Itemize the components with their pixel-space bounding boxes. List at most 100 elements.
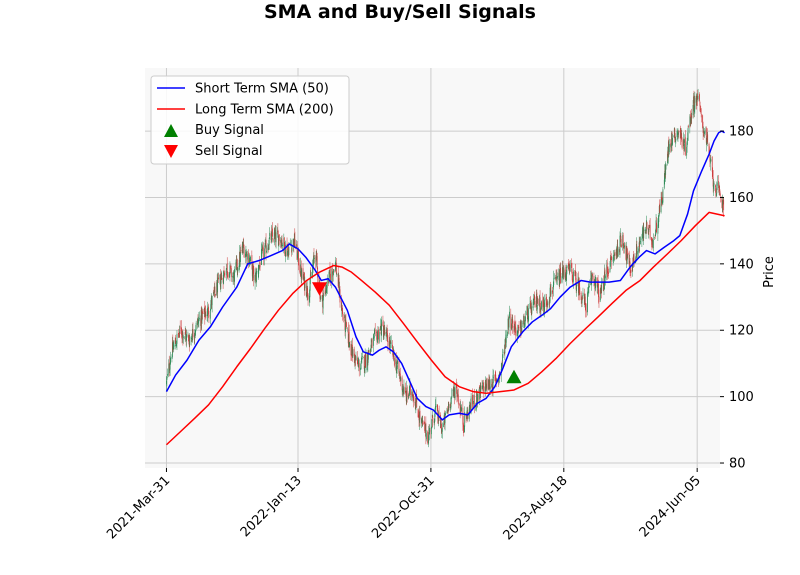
candle-body <box>293 233 295 248</box>
candle-body <box>715 193 717 195</box>
candle-body <box>454 390 456 398</box>
candle-body <box>437 420 439 422</box>
candle-body <box>256 271 258 272</box>
candle-body <box>187 335 189 337</box>
candle-body <box>593 276 595 282</box>
candle-body <box>704 131 705 134</box>
candle-body <box>182 331 183 336</box>
candle-body <box>217 278 219 293</box>
candle-body <box>657 220 659 226</box>
candle-body <box>543 306 545 313</box>
candle-body <box>299 274 301 276</box>
candle-body <box>620 244 622 248</box>
candle-body <box>611 261 613 262</box>
candle-body <box>555 276 557 281</box>
long-sma-line <box>165 211 725 446</box>
candle-body <box>435 404 437 408</box>
candle-body <box>470 406 472 412</box>
candle-body <box>326 287 328 289</box>
candle-body <box>204 313 206 316</box>
candle-body <box>607 271 609 273</box>
candle-body <box>625 246 627 261</box>
candle-body <box>310 272 312 276</box>
candle-body <box>181 334 183 337</box>
candle-body <box>303 274 305 280</box>
candle-body <box>365 353 366 368</box>
candle-body <box>567 263 569 267</box>
candle-body <box>508 317 510 328</box>
candle-body <box>328 271 330 284</box>
candle-body <box>387 340 389 347</box>
legend-swatch-sell-signal <box>164 145 178 158</box>
candle-body <box>572 274 573 283</box>
candle-body <box>422 420 424 423</box>
candle-body <box>457 395 459 397</box>
candle-body <box>413 394 414 401</box>
candle-body <box>277 229 279 235</box>
candle-body <box>483 386 485 394</box>
candle-body <box>599 287 601 301</box>
candle-body <box>515 327 517 336</box>
candle-body <box>552 290 554 292</box>
chart-title: SMA and Buy/Sell Signals <box>264 1 536 23</box>
candle-body <box>414 402 416 404</box>
candle-body <box>216 280 218 294</box>
candle-body <box>388 340 390 346</box>
candle-body <box>495 374 497 378</box>
candle-body <box>451 398 452 399</box>
candle-body <box>366 354 368 371</box>
candle-body <box>245 253 246 258</box>
candle-body <box>427 431 429 443</box>
legend-swatch-buy-signal <box>164 124 178 137</box>
candle-body <box>299 264 301 273</box>
candle-body <box>287 248 289 250</box>
candle-body <box>592 274 593 276</box>
candle-body <box>658 206 660 216</box>
candle-body <box>472 394 473 405</box>
candle-body <box>721 202 723 208</box>
candle-body <box>251 261 253 277</box>
candle-body <box>384 330 386 334</box>
candle-body <box>424 421 425 424</box>
candle-body <box>721 198 723 203</box>
candle-body <box>265 240 266 243</box>
candle-body <box>566 265 568 268</box>
candle-body <box>601 282 603 291</box>
candle-body <box>710 162 711 164</box>
candle-body <box>524 322 525 328</box>
candle-body <box>622 235 624 247</box>
candle-body <box>291 247 293 253</box>
candle-body <box>363 355 365 370</box>
candle-body <box>486 378 488 390</box>
candle-body <box>484 381 486 394</box>
candle-body <box>447 407 449 411</box>
candle-body <box>676 130 678 137</box>
candle-body <box>270 233 272 240</box>
candle-body <box>647 227 649 230</box>
candle-body <box>400 376 402 382</box>
candle-body <box>546 302 548 305</box>
candle-body <box>444 414 446 426</box>
candle-body <box>306 295 308 296</box>
candle-body <box>693 95 695 112</box>
candle-body <box>523 315 525 325</box>
candle-body <box>684 137 686 155</box>
candle-body <box>478 387 480 400</box>
candle-body <box>559 276 561 286</box>
candle-body <box>578 281 580 289</box>
candle-body <box>370 349 372 351</box>
candle-body <box>252 267 254 279</box>
candle-body <box>711 156 713 172</box>
candle-body <box>606 264 608 275</box>
candle-body <box>610 258 612 260</box>
candle-body <box>195 330 197 332</box>
candle-body <box>718 181 720 189</box>
candle-body <box>268 246 270 250</box>
candle-body <box>620 236 622 243</box>
candle-body <box>667 141 669 158</box>
candle-body <box>630 271 631 273</box>
candle-body <box>372 337 374 346</box>
candle-body <box>431 419 433 429</box>
candle-body <box>304 281 306 289</box>
candle-body <box>257 271 259 273</box>
